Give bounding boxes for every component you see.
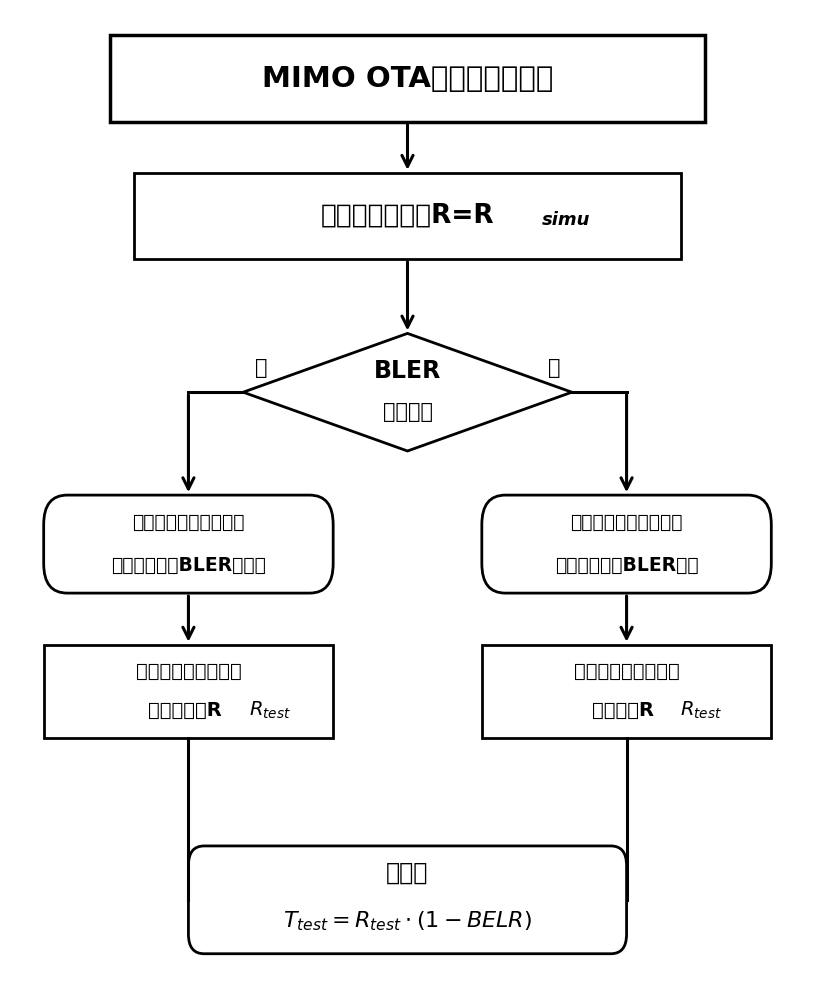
Text: MIMO OTA测试系统初始化: MIMO OTA测试系统初始化 — [262, 65, 553, 93]
Text: $\mathit{R}_{test}$: $\mathit{R}_{test}$ — [249, 700, 292, 721]
Polygon shape — [243, 333, 572, 451]
Text: 重复测试直至BLER超标: 重复测试直至BLER超标 — [555, 556, 698, 575]
Text: 设置发送速率为R=R: 设置发送速率为R=R — [320, 203, 495, 229]
Text: 发送速率为R: 发送速率为R — [148, 701, 222, 720]
Text: 否: 否 — [548, 358, 560, 377]
Text: simu: simu — [542, 211, 591, 229]
Bar — [110, 35, 705, 122]
Text: 发送速率增加一预定值: 发送速率增加一预定值 — [570, 513, 683, 532]
Text: 发送速率降低一预定值: 发送速率降低一预定值 — [132, 513, 244, 532]
Text: 是否超标: 是否超标 — [382, 402, 433, 422]
Bar — [482, 645, 771, 738]
Text: 记录刚好超标时的发: 记录刚好超标时的发 — [574, 662, 680, 681]
FancyBboxPatch shape — [44, 495, 333, 593]
Text: BLER: BLER — [374, 359, 441, 383]
FancyBboxPatch shape — [188, 846, 627, 954]
FancyBboxPatch shape — [482, 495, 771, 593]
Bar — [44, 645, 333, 738]
Text: 重复测试直至BLER不超标: 重复测试直至BLER不超标 — [111, 556, 266, 575]
Text: $\mathit{R}_{test}$: $\mathit{R}_{test}$ — [680, 700, 722, 721]
Text: 记录刚好不超标时的: 记录刚好不超标时的 — [135, 662, 241, 681]
Text: 吞吐量: 吞吐量 — [386, 860, 429, 884]
Text: $\mathit{T}_{test}=\mathit{R}_{test}\cdot(1-BELR)$: $\mathit{T}_{test}=\mathit{R}_{test}\cdo… — [283, 910, 532, 933]
Text: 是: 是 — [255, 358, 267, 377]
Bar — [134, 173, 681, 259]
Text: 送速率为R: 送速率为R — [592, 701, 654, 720]
